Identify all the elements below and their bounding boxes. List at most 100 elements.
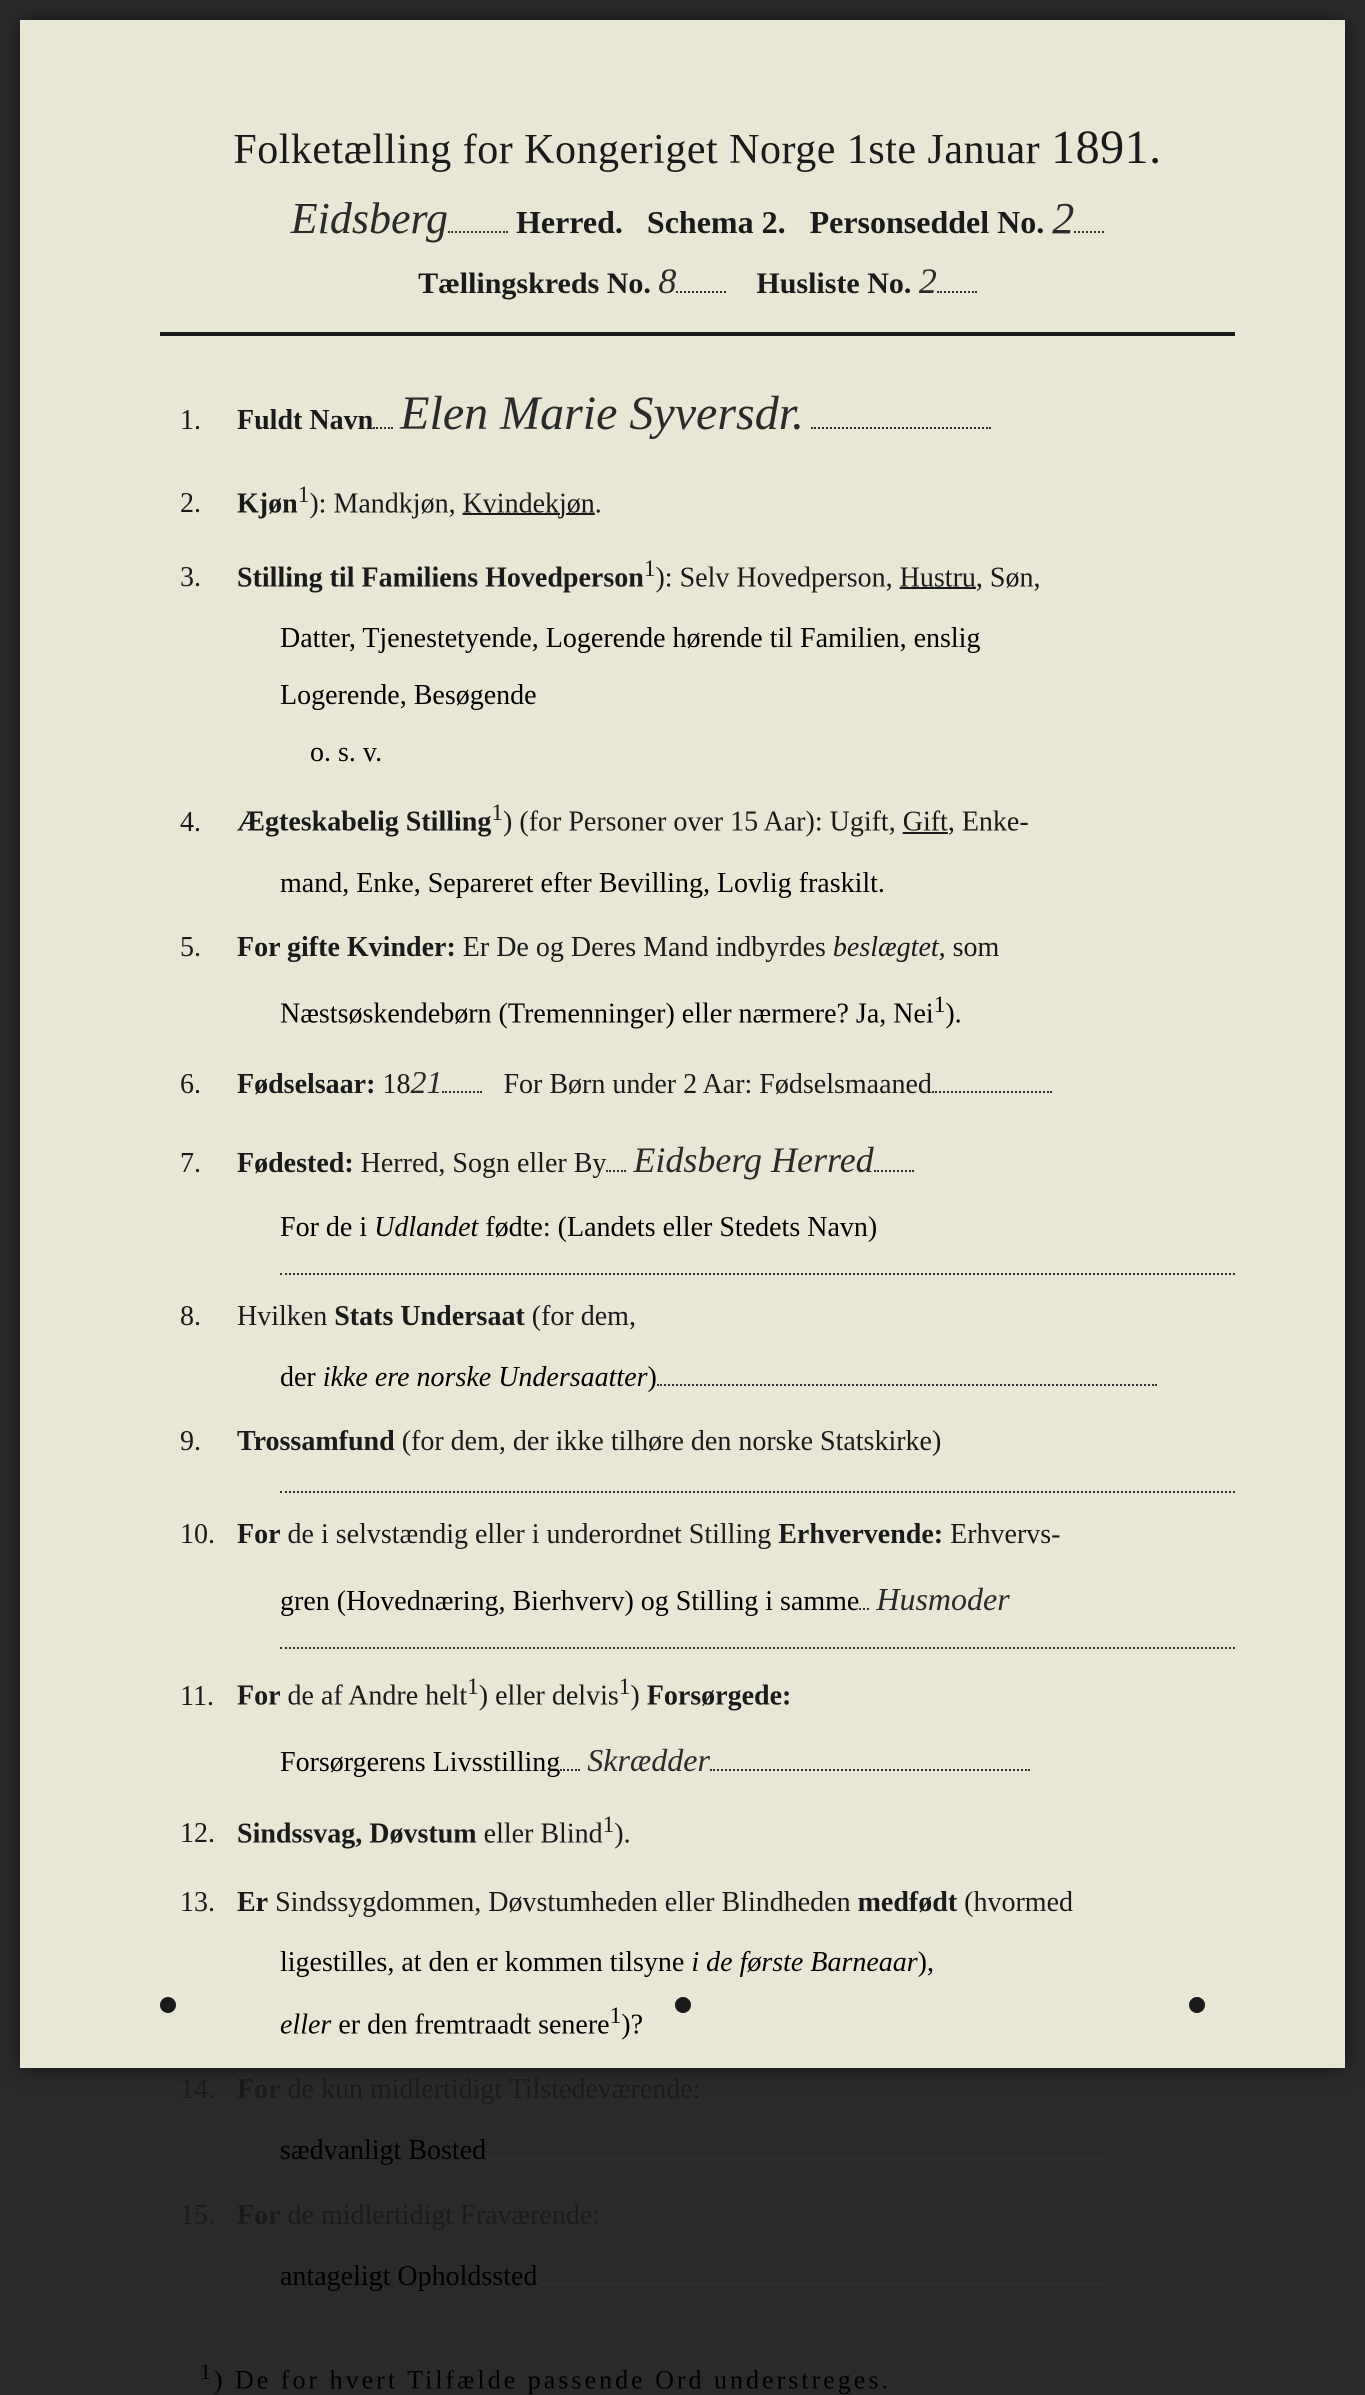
row-6-label: Fødselsaar: <box>237 1069 375 1100</box>
row-8-cont1: der ikke ere norske Undersaatter) <box>180 1356 1235 1401</box>
row-5-cont-sup: 1 <box>934 992 946 1018</box>
row-11-tail-a: de af Andre helt <box>288 1681 468 1712</box>
row-6-mid: For Børn under 2 Aar: Fødselsmaaned <box>503 1069 932 1100</box>
row-2: 2. Kjøn1): Mandkjøn, Kvindekjøn. <box>180 477 1235 527</box>
row-11-cont1-text: Forsørgerens Livsstilling <box>280 1747 560 1778</box>
row-11-num: 11. <box>180 1675 230 1720</box>
row-13-cont2-end: )? <box>621 2010 643 2041</box>
row-12-num: 12. <box>180 1812 230 1857</box>
row-13-cont1-b: ), <box>918 1947 934 1978</box>
row-4-sup: 1 <box>491 800 503 826</box>
punch-hole-right <box>1189 1997 1205 2013</box>
subtitle-2: Tællingskreds No. 8 Husliste No. 2 <box>160 260 1235 302</box>
row-4: 4. Ægteskabelig Stilling1) (for Personer… <box>180 795 1235 845</box>
row-7: 7. Fødested: Herred, Sogn eller By Eidsb… <box>180 1132 1235 1190</box>
row-5-cont1: Næstsøskendebørn (Tremenninger) eller næ… <box>180 987 1235 1037</box>
row-5-cont-end: ). <box>945 998 961 1029</box>
row-11-bold2: Forsørgede: <box>647 1681 792 1712</box>
row-3: 3. Stilling til Familiens Hovedperson1):… <box>180 551 1235 601</box>
kreds-no: 8 <box>658 260 676 302</box>
row-6-written: 21 <box>410 1064 442 1100</box>
row-10-cont1-text: gren (Hovednæring, Bierhverv) og Stillin… <box>280 1586 859 1617</box>
row-6-num: 6. <box>180 1063 230 1108</box>
row-6: 6. Fødselsaar: 1821 For Børn under 2 Aar… <box>180 1057 1235 1108</box>
row-2-label: Kjøn <box>237 488 298 519</box>
row-11: 11. For de af Andre helt1) eller delvis1… <box>180 1669 1235 1719</box>
row-7-tail: Herred, Sogn eller By <box>361 1148 607 1179</box>
row-3-cont1: Datter, Tjenestetyende, Logerende hørend… <box>180 617 1235 662</box>
row-8-cont1-a: der <box>280 1362 316 1393</box>
subtitle-1: Eidsberg Herred. Schema 2. Personseddel … <box>160 193 1235 244</box>
row-12: 12. Sindssvag, Døvstum eller Blind1). <box>180 1807 1235 1857</box>
row-8-tail: (for dem, <box>532 1301 636 1332</box>
row-15-cont1-text: antageligt Opholdssted <box>280 2261 537 2292</box>
row-1-label: Fuldt Navn <box>237 405 373 436</box>
row-12-tail: eller Blind <box>484 1818 603 1849</box>
row-11-sup2: 1 <box>619 1674 631 1700</box>
row-14-label: For <box>237 2074 281 2105</box>
row-14-cont1: sædvanligt Bosted <box>180 2129 1235 2174</box>
row-13-cont2-text: er den fremtraadt senere <box>338 2010 609 2041</box>
row-14: 14. For de kun midlertidigt Tilstedevære… <box>180 2068 1235 2113</box>
herred-written: Eidsberg <box>291 193 448 244</box>
row-12-label: Sindssvag, Døvstum <box>237 1818 477 1849</box>
row-5-tail: Er De og Deres Mand indbyrdes <box>463 932 826 963</box>
row-8-num: 8. <box>180 1295 230 1340</box>
row-11-tail-b: ) eller delvis <box>479 1681 619 1712</box>
row-10-label: For <box>237 1519 281 1550</box>
row-7-cont1-b: fødte: (Landets eller Stedets Navn) <box>485 1212 877 1243</box>
row-8-cont1-i: ikke ere norske Undersaatter <box>323 1362 648 1393</box>
row-2-options: Mandkjøn, Kvindekjøn. <box>333 488 601 519</box>
row-13-num: 13. <box>180 1881 230 1926</box>
row-3-label: Stilling til Familiens Hovedperson <box>237 562 644 593</box>
row-5: 5. For gifte Kvinder: Er De og Deres Man… <box>180 926 1235 971</box>
row-13-cont1: ligestilles, at den er kommen tilsyne i … <box>180 1941 1235 1986</box>
row-2-num: 2. <box>180 482 230 527</box>
row-7-cont1-a: For de i <box>280 1212 367 1243</box>
row-13-tail: Sindssygdommen, Døvstumheden eller Blind… <box>275 1887 851 1918</box>
row-11-cont1: Forsørgerens Livsstilling Skrædder <box>180 1735 1235 1786</box>
form-body: 1. Fuldt Navn Elen Marie Syversdr. 2. Kj… <box>160 376 1235 2300</box>
row-13-tail2: (hvormed <box>964 1887 1073 1918</box>
row-7-cont1-i: Udlandet <box>374 1212 478 1243</box>
husliste-no: 2 <box>919 260 937 302</box>
census-form-page: Folketælling for Kongeriget Norge 1ste J… <box>20 20 1345 2068</box>
row-13-label: Er <box>237 1887 268 1918</box>
row-7-written: Eidsberg Herred <box>633 1132 873 1190</box>
row-5-num: 5. <box>180 926 230 971</box>
row-5-tail2: som <box>953 932 1000 963</box>
row-4-mid: (for Personer over 15 Aar): Ugift, Gift,… <box>519 807 1028 838</box>
row-9-label: Trossamfund <box>237 1426 395 1457</box>
row-11-sup1: 1 <box>467 1674 479 1700</box>
row-7-num: 7. <box>180 1142 230 1187</box>
row-13: 13. Er Sindssygdommen, Døvstumheden elle… <box>180 1881 1235 1926</box>
form-header: Folketælling for Kongeriget Norge 1ste J… <box>160 120 1235 302</box>
row-9-tail: (for dem, der ikke tilhøre den norske St… <box>402 1426 942 1457</box>
row-5-cont1-text: Næstsøskendebørn (Tremenninger) eller næ… <box>280 998 934 1029</box>
row-11-label: For <box>237 1681 281 1712</box>
row-3-cont2: Logerende, Besøgende <box>180 674 1235 719</box>
row-3-sup: 1 <box>644 556 656 582</box>
title-year: 1891. <box>1051 121 1162 174</box>
row-15: 15. For de midlertidigt Fraværende: <box>180 2194 1235 2239</box>
row-2-sup: 1 <box>298 482 310 508</box>
row-8-cont1-b: ) <box>648 1362 657 1393</box>
title-text: Folketælling for Kongeriget Norge 1ste J… <box>233 127 1040 173</box>
row-8-label-b: Stats Undersaat <box>334 1301 525 1332</box>
row-10-cont1: gren (Hovednæring, Bierhverv) og Stillin… <box>180 1574 1235 1625</box>
row-1-num: 1. <box>180 399 230 444</box>
footnote-text: ) De for hvert Tilfælde passende Ord und… <box>214 2365 891 2394</box>
row-10-num: 10. <box>180 1513 230 1558</box>
row-12-end: ). <box>614 1818 630 1849</box>
row-9-num: 9. <box>180 1420 230 1465</box>
row-8-label-a: Hvilken <box>237 1301 327 1332</box>
row-12-sup: 1 <box>603 1812 615 1838</box>
kreds-label: Tællingskreds No. <box>418 267 651 300</box>
footnote-sup: 1 <box>200 2360 214 2384</box>
row-10-written: Husmoder <box>876 1581 1009 1617</box>
schema-label: Schema 2. <box>647 204 786 240</box>
row-4-label: Ægteskabelig Stilling <box>237 807 491 838</box>
row-14-tail: de kun midlertidigt Tilstedeværende: <box>288 2074 701 2105</box>
row-11-tail-c: ) <box>630 1681 639 1712</box>
row-7-line <box>280 1271 1235 1275</box>
